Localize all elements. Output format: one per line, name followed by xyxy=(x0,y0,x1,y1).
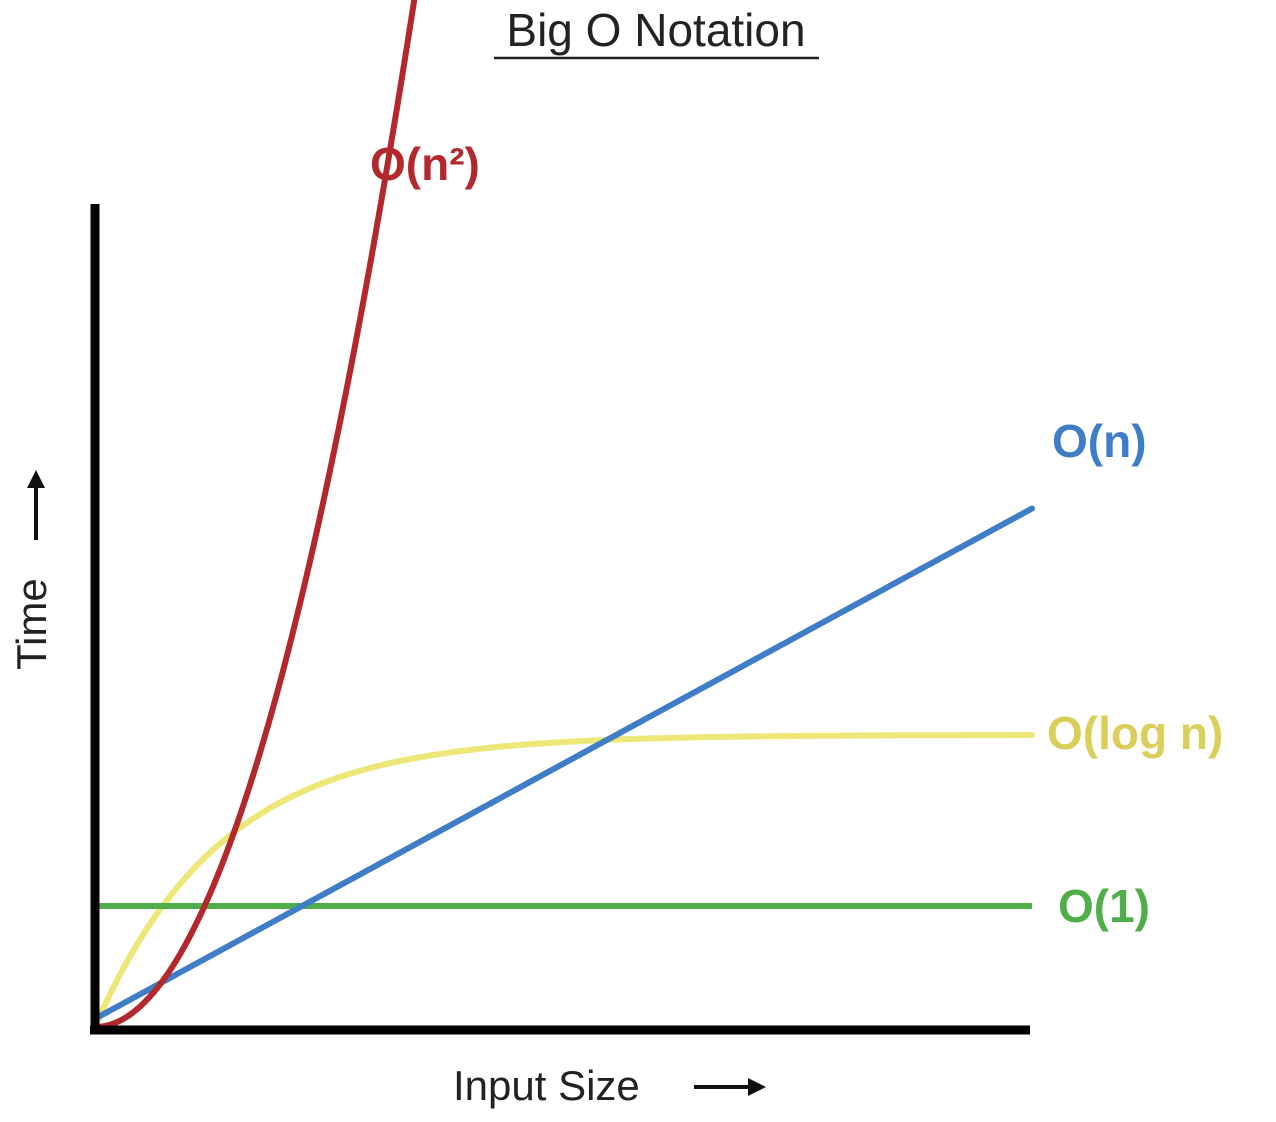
y-axis-label: Time xyxy=(8,578,55,670)
series-label-linear: O(n) xyxy=(1052,415,1147,467)
series-label-log-n: O(log n) xyxy=(1047,707,1223,759)
x-axis-arrow-icon xyxy=(694,1078,766,1096)
y-axis-arrow-icon xyxy=(27,470,45,540)
series-line-linear xyxy=(92,505,1035,1022)
series-label-constant: O(1) xyxy=(1058,880,1150,932)
series-line-quadratic xyxy=(92,0,418,1030)
chart-title: Big O Notation xyxy=(506,4,805,56)
series-label-quadratic: O(n²) xyxy=(370,138,480,190)
series-line-log-n xyxy=(92,732,1035,1030)
series-lines xyxy=(92,0,1035,1030)
x-axis-label: Input Size xyxy=(453,1062,640,1109)
